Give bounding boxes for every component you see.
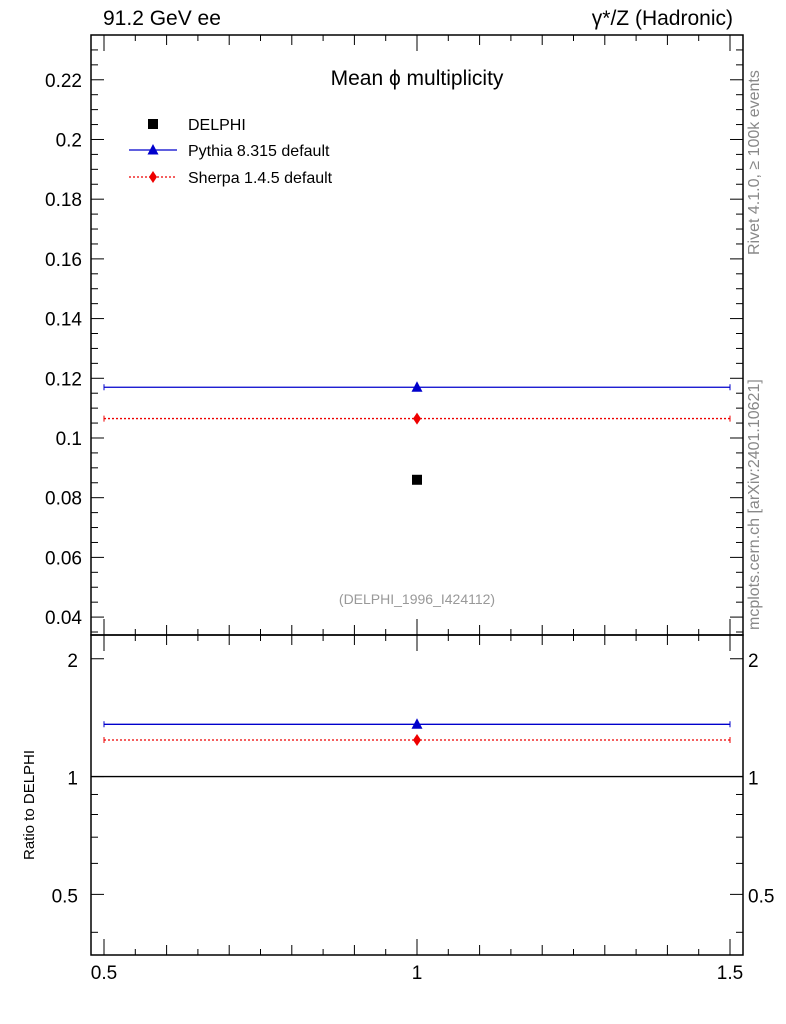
ratio-panel-frame: [90, 634, 744, 956]
process-label: γ*/Z (Hadronic): [591, 7, 733, 30]
y-tick-label: 0.22: [45, 71, 82, 92]
ratio-y-tick-label: 0.5: [52, 886, 78, 907]
y-tick-label: 0.2: [56, 130, 82, 151]
mcplots-reference-label: mcplots.cern.ch [arXiv:2401.10621]: [746, 379, 763, 630]
x-tick-label: 0.5: [91, 963, 117, 984]
legend-pythia-label: Pythia 8.315 default: [188, 143, 330, 160]
delphi-marker: [412, 474, 422, 485]
y-tick-label: 0.06: [45, 548, 82, 569]
sherpa-marker: [413, 412, 421, 425]
y-tick-label: 0.12: [45, 369, 82, 390]
legend-sherpa-marker: [149, 171, 157, 183]
ratio-sherpa-marker: [413, 734, 421, 747]
y-tick-label: 0.04: [45, 608, 82, 629]
ratio-y-tick-label-right: 0.5: [748, 886, 774, 907]
energy-label: 91.2 GeV ee: [103, 7, 221, 30]
ratio-y-axis-label: Ratio to DELPHI: [21, 749, 38, 860]
rivet-version-label: Rivet 4.1.0, ≥ 100k events: [746, 70, 763, 255]
legend-pythia-marker: [147, 144, 159, 155]
ratio-y-tick-label: 2: [67, 651, 78, 672]
x-tick-label: 1: [412, 963, 423, 984]
legend-delphi-marker: [148, 119, 158, 129]
legend-delphi-label: DELPHI: [188, 117, 246, 134]
y-tick-label: 0.16: [45, 250, 82, 271]
y-tick-label: 0.08: [45, 489, 82, 510]
y-tick-label: 0.18: [45, 190, 82, 211]
legend-sherpa-label: Sherpa 1.4.5 default: [188, 170, 333, 187]
ratio-y-tick-label: 1: [67, 769, 78, 790]
pythia-marker: [411, 381, 423, 392]
ratio-y-tick-label-right: 2: [748, 651, 759, 672]
y-tick-label: 0.14: [45, 310, 82, 331]
ratio-pythia-marker: [411, 718, 423, 729]
y-tick-label: 0.1: [56, 429, 82, 450]
ratio-y-tick-label-right: 1: [748, 769, 759, 790]
x-tick-label: 1.5: [717, 963, 743, 984]
analysis-id-label: (DELPHI_1996_I424112): [339, 591, 495, 607]
plot-title: Mean ϕ multiplicity: [331, 67, 504, 90]
